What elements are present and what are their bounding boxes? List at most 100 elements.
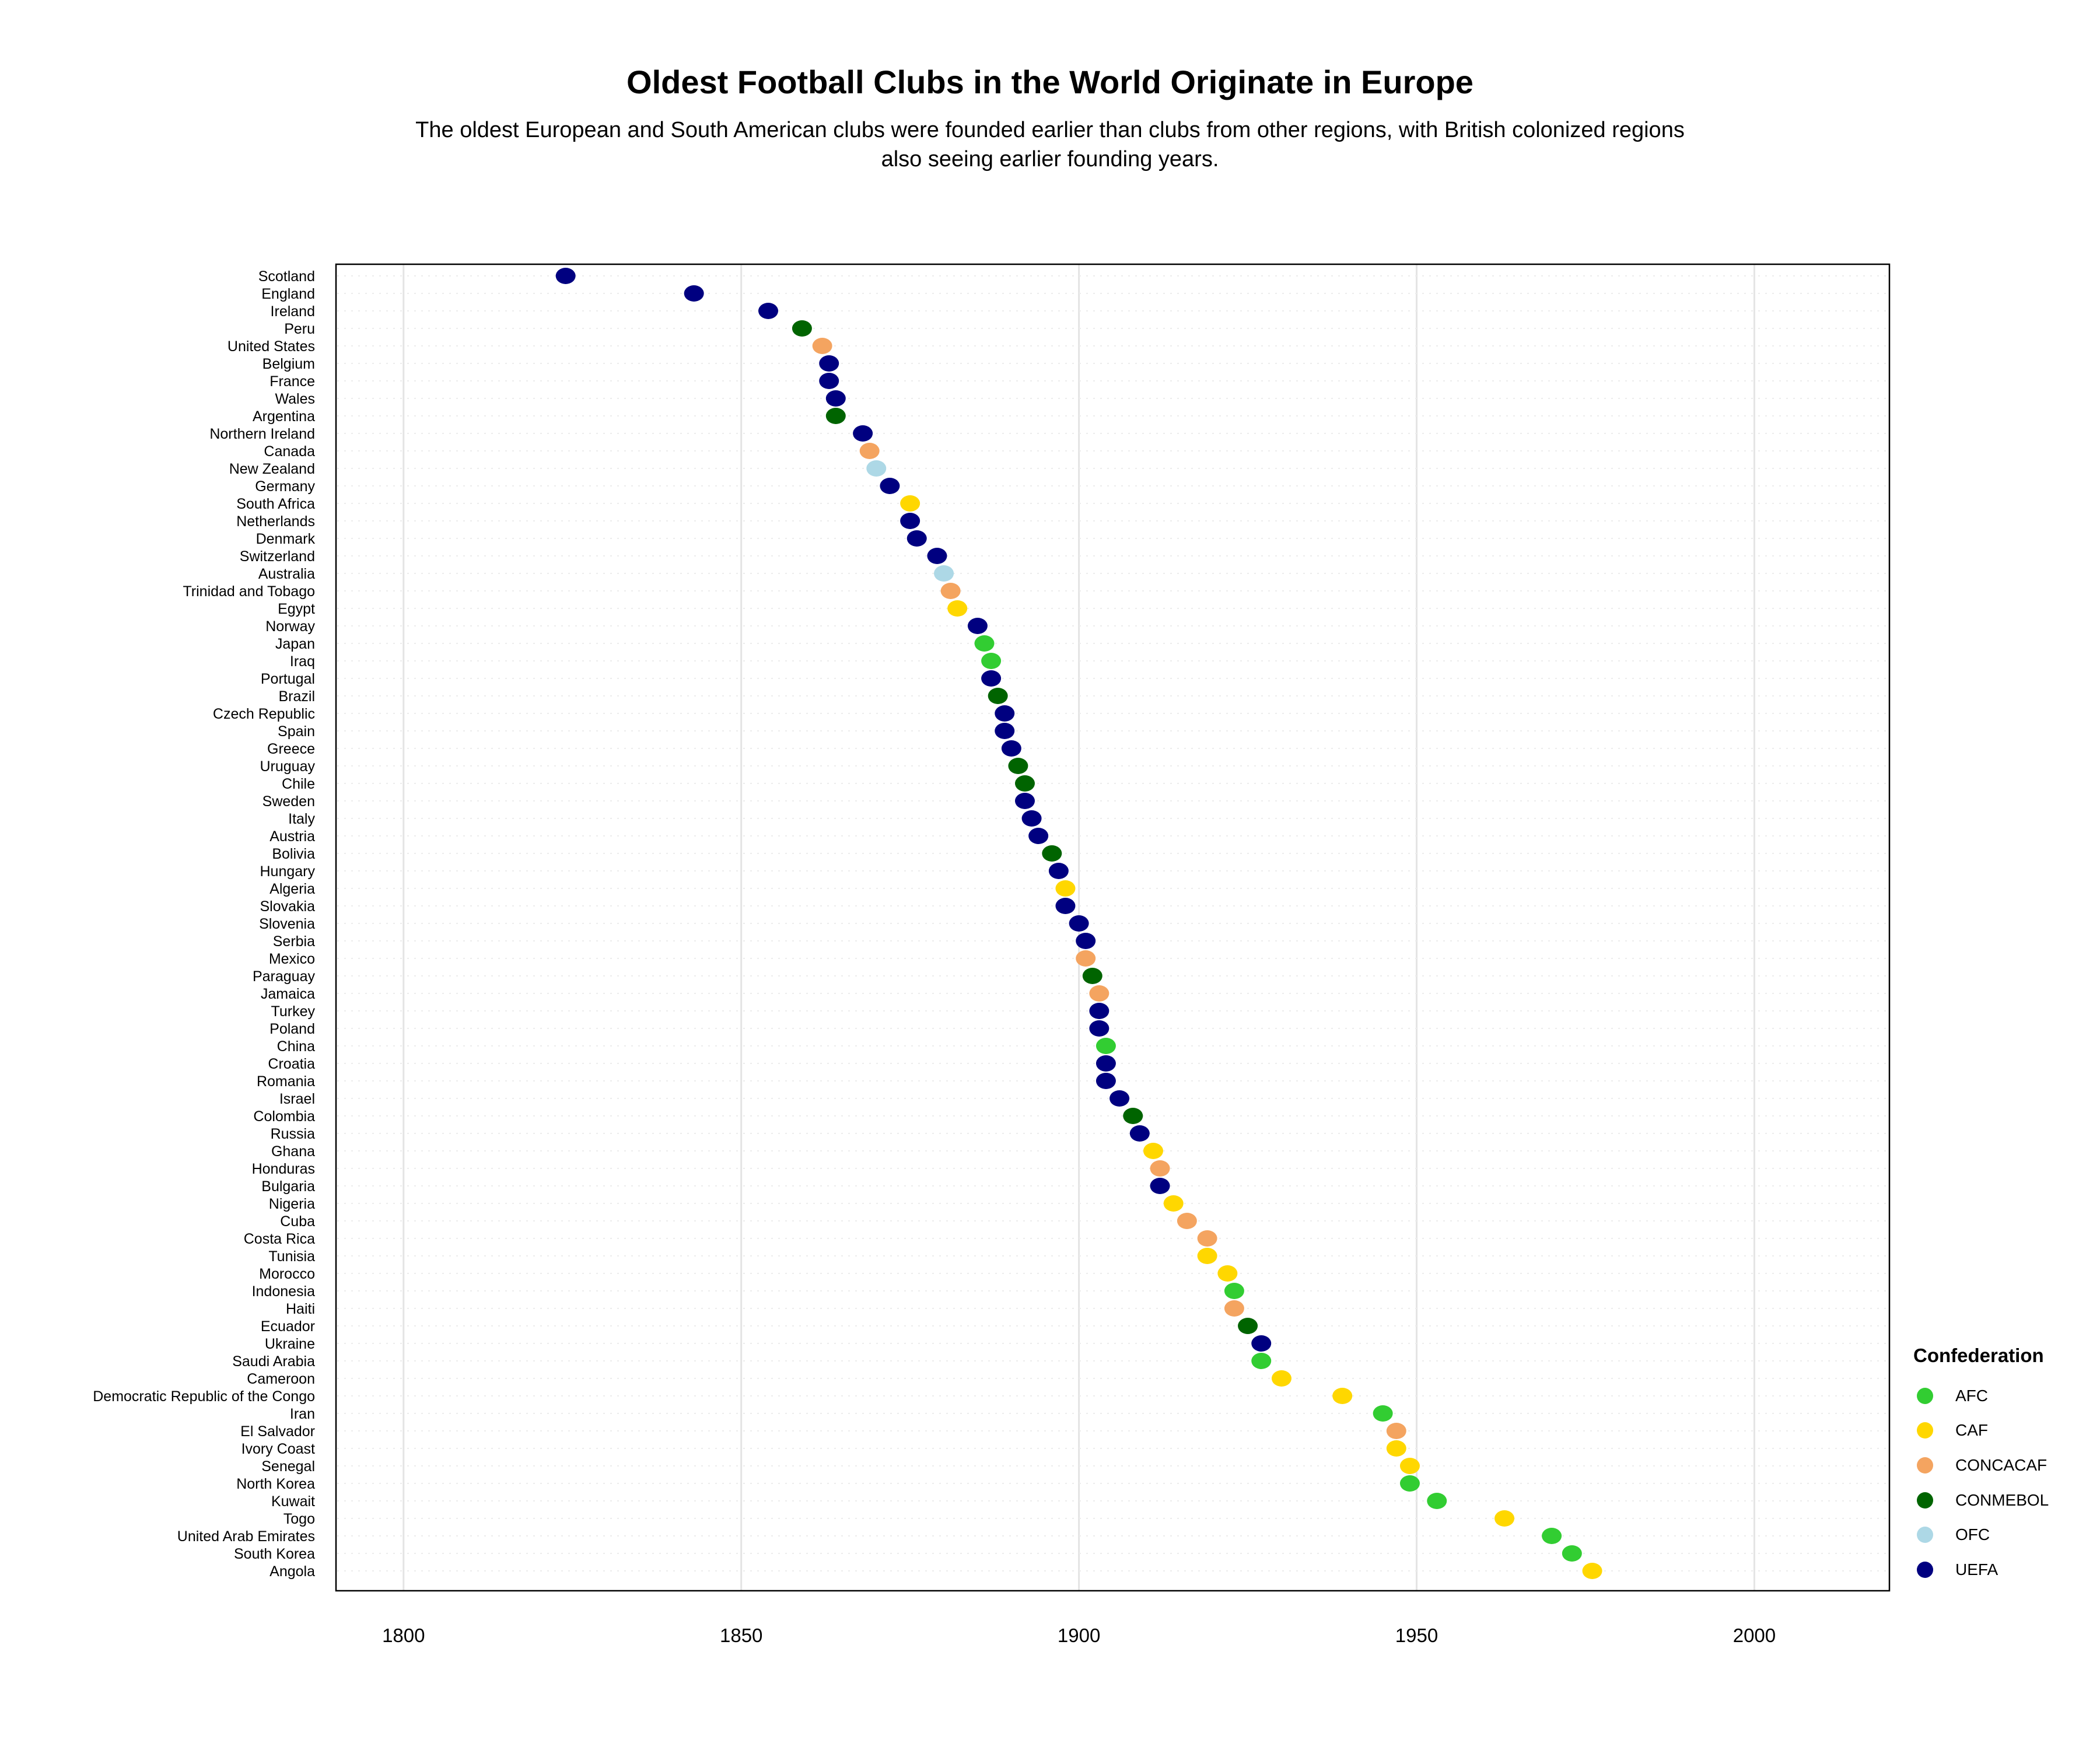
y-tick-label: Netherlands [236,513,315,530]
y-tick-label: China [277,1038,315,1055]
data-point [758,303,779,319]
y-tick-label: United Arab Emirates [177,1528,315,1545]
legend-swatch [1917,1457,1933,1474]
data-point [940,583,961,599]
data-point [934,565,954,582]
x-tick-label: 2000 [1733,1625,1776,1646]
y-tick-label: South Africa [236,496,315,512]
y-tick-label: Bolivia [272,846,315,862]
data-point [880,478,900,494]
data-point [819,373,839,389]
data-point [1251,1353,1272,1369]
data-point [1096,1055,1116,1072]
legend-item: CONCACAF [1913,1448,2088,1483]
data-point [1582,1563,1602,1579]
data-point [988,688,1008,704]
y-tick-label: Angola [270,1563,315,1580]
y-tick-label: Ghana [271,1143,315,1160]
y-tick-label: Cuba [280,1213,315,1230]
y-tick-label: Honduras [252,1161,315,1177]
x-tick-label: 1850 [720,1625,762,1646]
y-tick-label: Switzerland [240,548,315,565]
y-tick-label: Poland [270,1021,315,1037]
y-tick-label: Canada [264,443,315,460]
data-point [1143,1143,1163,1159]
legend-swatch [1917,1492,1933,1508]
y-tick-label: Brazil [278,688,315,705]
y-tick-label: El Salvador [240,1423,315,1440]
data-point [1332,1388,1353,1404]
data-point [1096,1073,1116,1089]
y-tick-label: Uruguay [260,758,316,775]
data-point [995,705,1015,722]
data-point [1427,1493,1447,1509]
data-point [981,653,1002,669]
data-point [1110,1090,1130,1107]
y-tick-label: Togo [284,1511,315,1527]
data-point [1076,933,1096,949]
y-tick-label: Romania [257,1073,315,1090]
y-tick-label: Ecuador [261,1318,315,1335]
y-tick-label: Egypt [278,601,315,617]
data-point [1562,1545,1582,1562]
chart-subtitle: The oldest European and South American c… [415,118,1685,172]
data-point [1197,1230,1217,1247]
y-tick-label: Saudi Arabia [232,1353,315,1370]
y-tick-label: Jamaica [261,986,315,1002]
data-point [900,513,921,529]
legend-item: CONMEBOL [1913,1483,2088,1518]
data-point [812,338,832,354]
y-tick-label: Slovakia [260,898,316,915]
data-point [825,390,846,407]
legend-item: CAF [1913,1413,2088,1448]
y-tick-label: Croatia [268,1056,315,1072]
legend-item: AFC [1913,1378,2088,1413]
data-point [866,460,887,477]
data-point [1197,1248,1217,1264]
y-tick-label: Bulgaria [261,1178,315,1195]
y-tick-label: Japan [275,636,315,652]
data-point [555,268,576,284]
x-axis-ticks: 1800 1850 1900 1950 2000 [382,1625,1776,1646]
y-tick-label: Israel [279,1091,315,1107]
y-tick-label: Sweden [262,793,315,810]
y-tick-label: Australia [258,566,315,582]
y-tick-label: South Korea [234,1546,315,1562]
grid-layer [337,264,1888,1591]
data-point [1123,1108,1143,1124]
y-tick-label: United States [228,338,315,355]
data-point [792,320,812,337]
y-tick-label: Indonesia [252,1283,316,1300]
data-point [1373,1405,1393,1422]
data-point [1014,775,1035,792]
data-point [859,443,880,459]
legend-swatch [1917,1422,1933,1439]
legend-label: CONMEBOL [1955,1490,2049,1509]
data-point [1217,1265,1238,1282]
data-point [927,548,947,564]
data-point [1042,845,1062,862]
data-point [853,425,873,442]
data-point [1224,1300,1244,1317]
y-tick-label: Ukraine [265,1336,315,1352]
y-tick-label: Algeria [270,881,315,897]
y-tick-label: Norway [265,618,315,635]
legend-label: CAF [1955,1421,1988,1440]
legend-label: AFC [1955,1386,1988,1405]
y-tick-label: Peru [284,321,315,337]
data-point [1001,740,1021,757]
y-tick-label: Tunisia [268,1248,315,1265]
data-point [1089,985,1110,1002]
data-point [1048,863,1069,879]
plot-frame [335,263,1891,1592]
y-tick-label: Iran [290,1406,315,1422]
data-point [825,408,846,424]
y-tick-label: Russia [271,1126,316,1142]
data-point [819,355,839,372]
data-point [1399,1458,1420,1474]
y-tick-label: Paraguay [253,968,316,985]
data-point [1542,1528,1562,1544]
data-point [1271,1370,1292,1387]
y-tick-label: Democratic Republic of the Congo [93,1388,315,1405]
y-tick-label: Turkey [271,1003,316,1020]
